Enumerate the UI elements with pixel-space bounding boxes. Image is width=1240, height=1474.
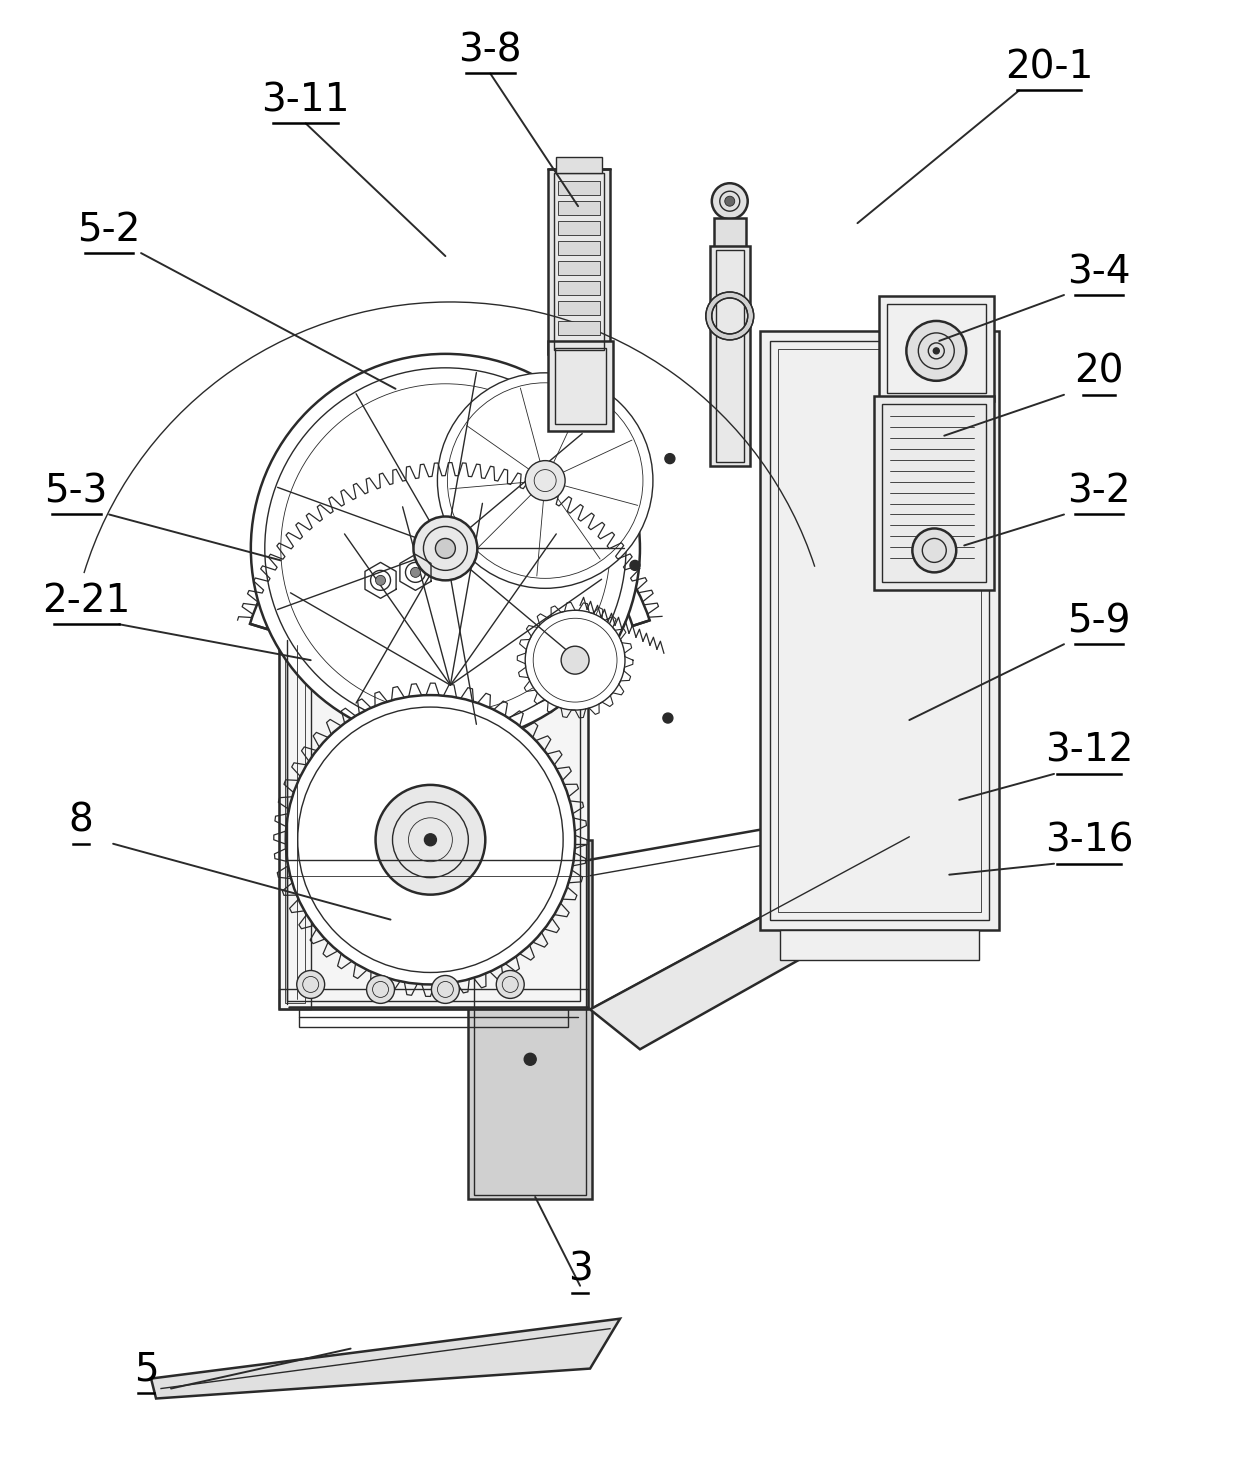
- Bar: [780, 930, 980, 960]
- Circle shape: [496, 970, 525, 998]
- Circle shape: [285, 696, 575, 985]
- Text: 3-8: 3-8: [459, 31, 522, 69]
- Text: 3-4: 3-4: [1068, 254, 1131, 290]
- Circle shape: [913, 529, 956, 572]
- Text: 20: 20: [1074, 352, 1123, 391]
- Circle shape: [432, 976, 459, 1004]
- Text: 5-9: 5-9: [1068, 603, 1131, 640]
- Text: 2-21: 2-21: [42, 582, 130, 621]
- Bar: [558, 202, 600, 215]
- Bar: [548, 340, 613, 430]
- Text: 5-2: 5-2: [77, 211, 141, 249]
- Text: 3-12: 3-12: [1045, 733, 1133, 769]
- Bar: [554, 174, 604, 349]
- Bar: [558, 261, 600, 276]
- Circle shape: [665, 454, 675, 464]
- Circle shape: [562, 646, 589, 674]
- Circle shape: [413, 516, 477, 581]
- Bar: [558, 181, 600, 195]
- Bar: [714, 218, 745, 248]
- Bar: [770, 340, 990, 920]
- Circle shape: [250, 354, 640, 743]
- Bar: [279, 989, 588, 1010]
- Text: 3-2: 3-2: [1068, 473, 1131, 510]
- Bar: [558, 282, 600, 295]
- Circle shape: [724, 196, 735, 206]
- Text: 5-3: 5-3: [45, 473, 108, 510]
- Circle shape: [906, 321, 966, 380]
- Text: 5: 5: [134, 1350, 159, 1389]
- Circle shape: [376, 784, 485, 895]
- Circle shape: [526, 460, 565, 501]
- Bar: [883, 404, 986, 582]
- Polygon shape: [151, 1319, 620, 1399]
- Bar: [888, 304, 986, 392]
- Polygon shape: [590, 840, 960, 1049]
- Bar: [874, 395, 994, 590]
- Circle shape: [525, 1054, 536, 1066]
- Bar: [709, 246, 750, 466]
- Text: 8: 8: [69, 802, 93, 840]
- Circle shape: [296, 970, 325, 998]
- Circle shape: [526, 610, 625, 710]
- Bar: [299, 1010, 568, 1027]
- Bar: [558, 321, 600, 335]
- Text: 3-11: 3-11: [262, 81, 350, 119]
- Circle shape: [424, 834, 436, 846]
- Bar: [279, 631, 588, 1010]
- Bar: [879, 296, 994, 401]
- Circle shape: [410, 567, 420, 578]
- Bar: [760, 330, 999, 930]
- Bar: [777, 349, 981, 911]
- Bar: [558, 221, 600, 236]
- Wedge shape: [706, 292, 754, 340]
- Bar: [548, 170, 610, 354]
- Circle shape: [712, 183, 748, 220]
- Circle shape: [435, 538, 455, 559]
- Circle shape: [376, 575, 386, 585]
- Bar: [469, 840, 591, 1198]
- Text: 20-1: 20-1: [1004, 49, 1094, 87]
- Bar: [285, 637, 305, 1004]
- Bar: [279, 631, 311, 1010]
- Bar: [715, 251, 744, 461]
- Circle shape: [934, 348, 939, 354]
- Wedge shape: [250, 476, 650, 629]
- Bar: [556, 348, 606, 423]
- Bar: [557, 158, 603, 174]
- Polygon shape: [371, 585, 551, 696]
- Circle shape: [438, 373, 653, 588]
- Circle shape: [663, 713, 673, 724]
- Text: 3-16: 3-16: [1044, 821, 1133, 859]
- Bar: [558, 301, 600, 315]
- Bar: [475, 843, 587, 1195]
- Bar: [558, 242, 600, 255]
- Bar: [286, 638, 580, 1001]
- Circle shape: [367, 976, 394, 1004]
- Text: 3: 3: [568, 1251, 593, 1288]
- Circle shape: [630, 560, 640, 570]
